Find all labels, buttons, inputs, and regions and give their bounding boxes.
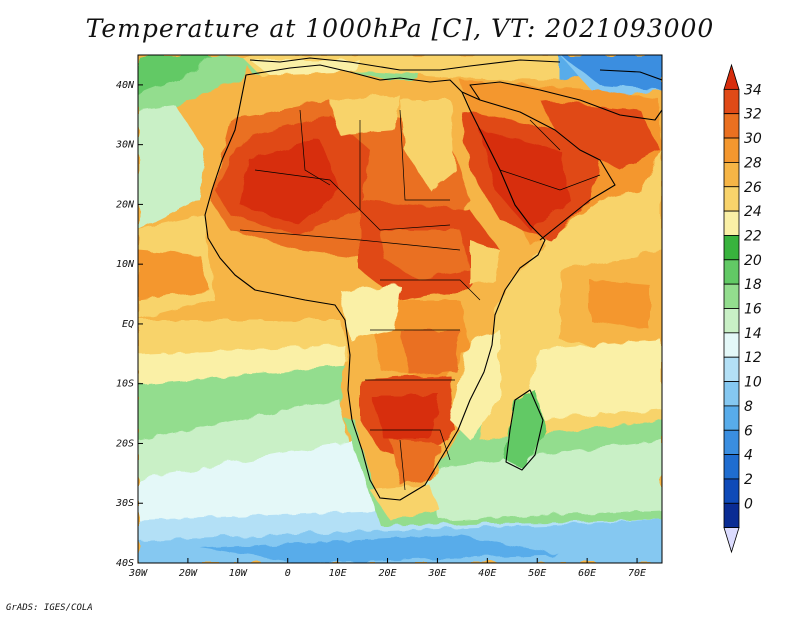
coastline bbox=[204, 57, 662, 501]
lat-tick-label: 30N bbox=[115, 140, 135, 151]
lat-tick-label: 20N bbox=[116, 199, 135, 210]
lat-tick-label: 20S bbox=[116, 438, 134, 449]
lon-tick-label: 0 bbox=[285, 568, 291, 579]
colorbar-label: 22 bbox=[744, 228, 762, 244]
country-borders bbox=[239, 109, 601, 491]
colorbar-segment bbox=[723, 137, 740, 163]
colorbar-label: 24 bbox=[744, 204, 762, 220]
lat-tick-label: 10N bbox=[116, 259, 135, 270]
colorbar-segment bbox=[723, 332, 740, 358]
lon-tick-label: 60E bbox=[578, 568, 596, 579]
colorbar-label: 28 bbox=[744, 155, 762, 171]
colorbar-segment bbox=[723, 235, 740, 261]
lon-tick-label: 40E bbox=[478, 568, 496, 579]
colorbar-segment bbox=[723, 63, 740, 90]
colorbar-segment bbox=[723, 429, 740, 456]
colorbar-segment bbox=[723, 478, 740, 504]
colorbar-label: 6 bbox=[744, 423, 753, 439]
lon-tick-label: 10W bbox=[229, 568, 248, 579]
colorbar-segment bbox=[723, 502, 740, 529]
colorbar-segment bbox=[723, 283, 740, 309]
colorbar-segment bbox=[723, 210, 740, 236]
temperature-field bbox=[138, 55, 662, 563]
colorbar-segment bbox=[723, 259, 740, 285]
colorbar-label: 18 bbox=[744, 277, 762, 293]
colorbar-segment bbox=[723, 88, 740, 115]
colorbar-segment bbox=[723, 454, 740, 480]
colorbar-segment bbox=[723, 381, 740, 407]
lon-tick-label: 20W bbox=[179, 568, 198, 579]
colorbar-segment bbox=[723, 113, 740, 139]
lon-tick-label: 70E bbox=[628, 568, 646, 579]
colorbar-label: 26 bbox=[744, 180, 762, 196]
colorbar-label: 12 bbox=[744, 350, 762, 366]
lat-tick-label: 30S bbox=[115, 498, 134, 509]
lat-tick-label: EQ bbox=[122, 319, 134, 330]
lon-tick-label: 10E bbox=[329, 568, 347, 579]
lat-tick-label: 40S bbox=[116, 558, 134, 569]
longitude-axis: 30W 20W 10W 0 10E 20E 30E 40E 50E 60E 70E bbox=[128, 558, 646, 579]
lon-tick-label: 30E bbox=[427, 568, 446, 579]
colorbar-segment bbox=[723, 161, 740, 188]
colorbar-label: 34 bbox=[744, 82, 762, 98]
colorbar-label: 14 bbox=[744, 326, 762, 342]
colorbar-label: 30 bbox=[744, 131, 762, 147]
colorbar-label: 32 bbox=[744, 107, 762, 123]
colorbar-label: 16 bbox=[744, 302, 762, 318]
colorbar-segment bbox=[723, 356, 740, 382]
colorbar-label: 2 bbox=[744, 472, 753, 488]
colorbar-segment bbox=[723, 527, 740, 554]
colorbar-segment bbox=[723, 405, 740, 431]
colorbar-label: 8 bbox=[744, 399, 753, 415]
lon-tick-label: 50E bbox=[528, 568, 546, 579]
software-credit: GrADS: IGES/COLA bbox=[6, 603, 93, 613]
map-title: Temperature at 1000hPa [C], VT: 20210930… bbox=[85, 14, 715, 43]
colorbar-label: 0 bbox=[744, 496, 753, 512]
colorbar-label: 10 bbox=[744, 375, 762, 391]
colorbar-label: 20 bbox=[744, 253, 762, 269]
map-frame bbox=[137, 54, 663, 564]
latitude-axis: 40N 30N 20N 10N EQ 10S 20S 30S 40S bbox=[115, 80, 143, 569]
lat-tick-label: 10S bbox=[116, 379, 134, 390]
colorbar-label: 4 bbox=[744, 448, 753, 464]
colorbar-segment bbox=[723, 308, 740, 334]
colorbar-segment bbox=[723, 186, 740, 212]
lon-tick-label: 20E bbox=[378, 568, 396, 579]
lat-tick-label: 40N bbox=[116, 80, 135, 91]
lon-tick-label: 30W bbox=[128, 568, 148, 579]
